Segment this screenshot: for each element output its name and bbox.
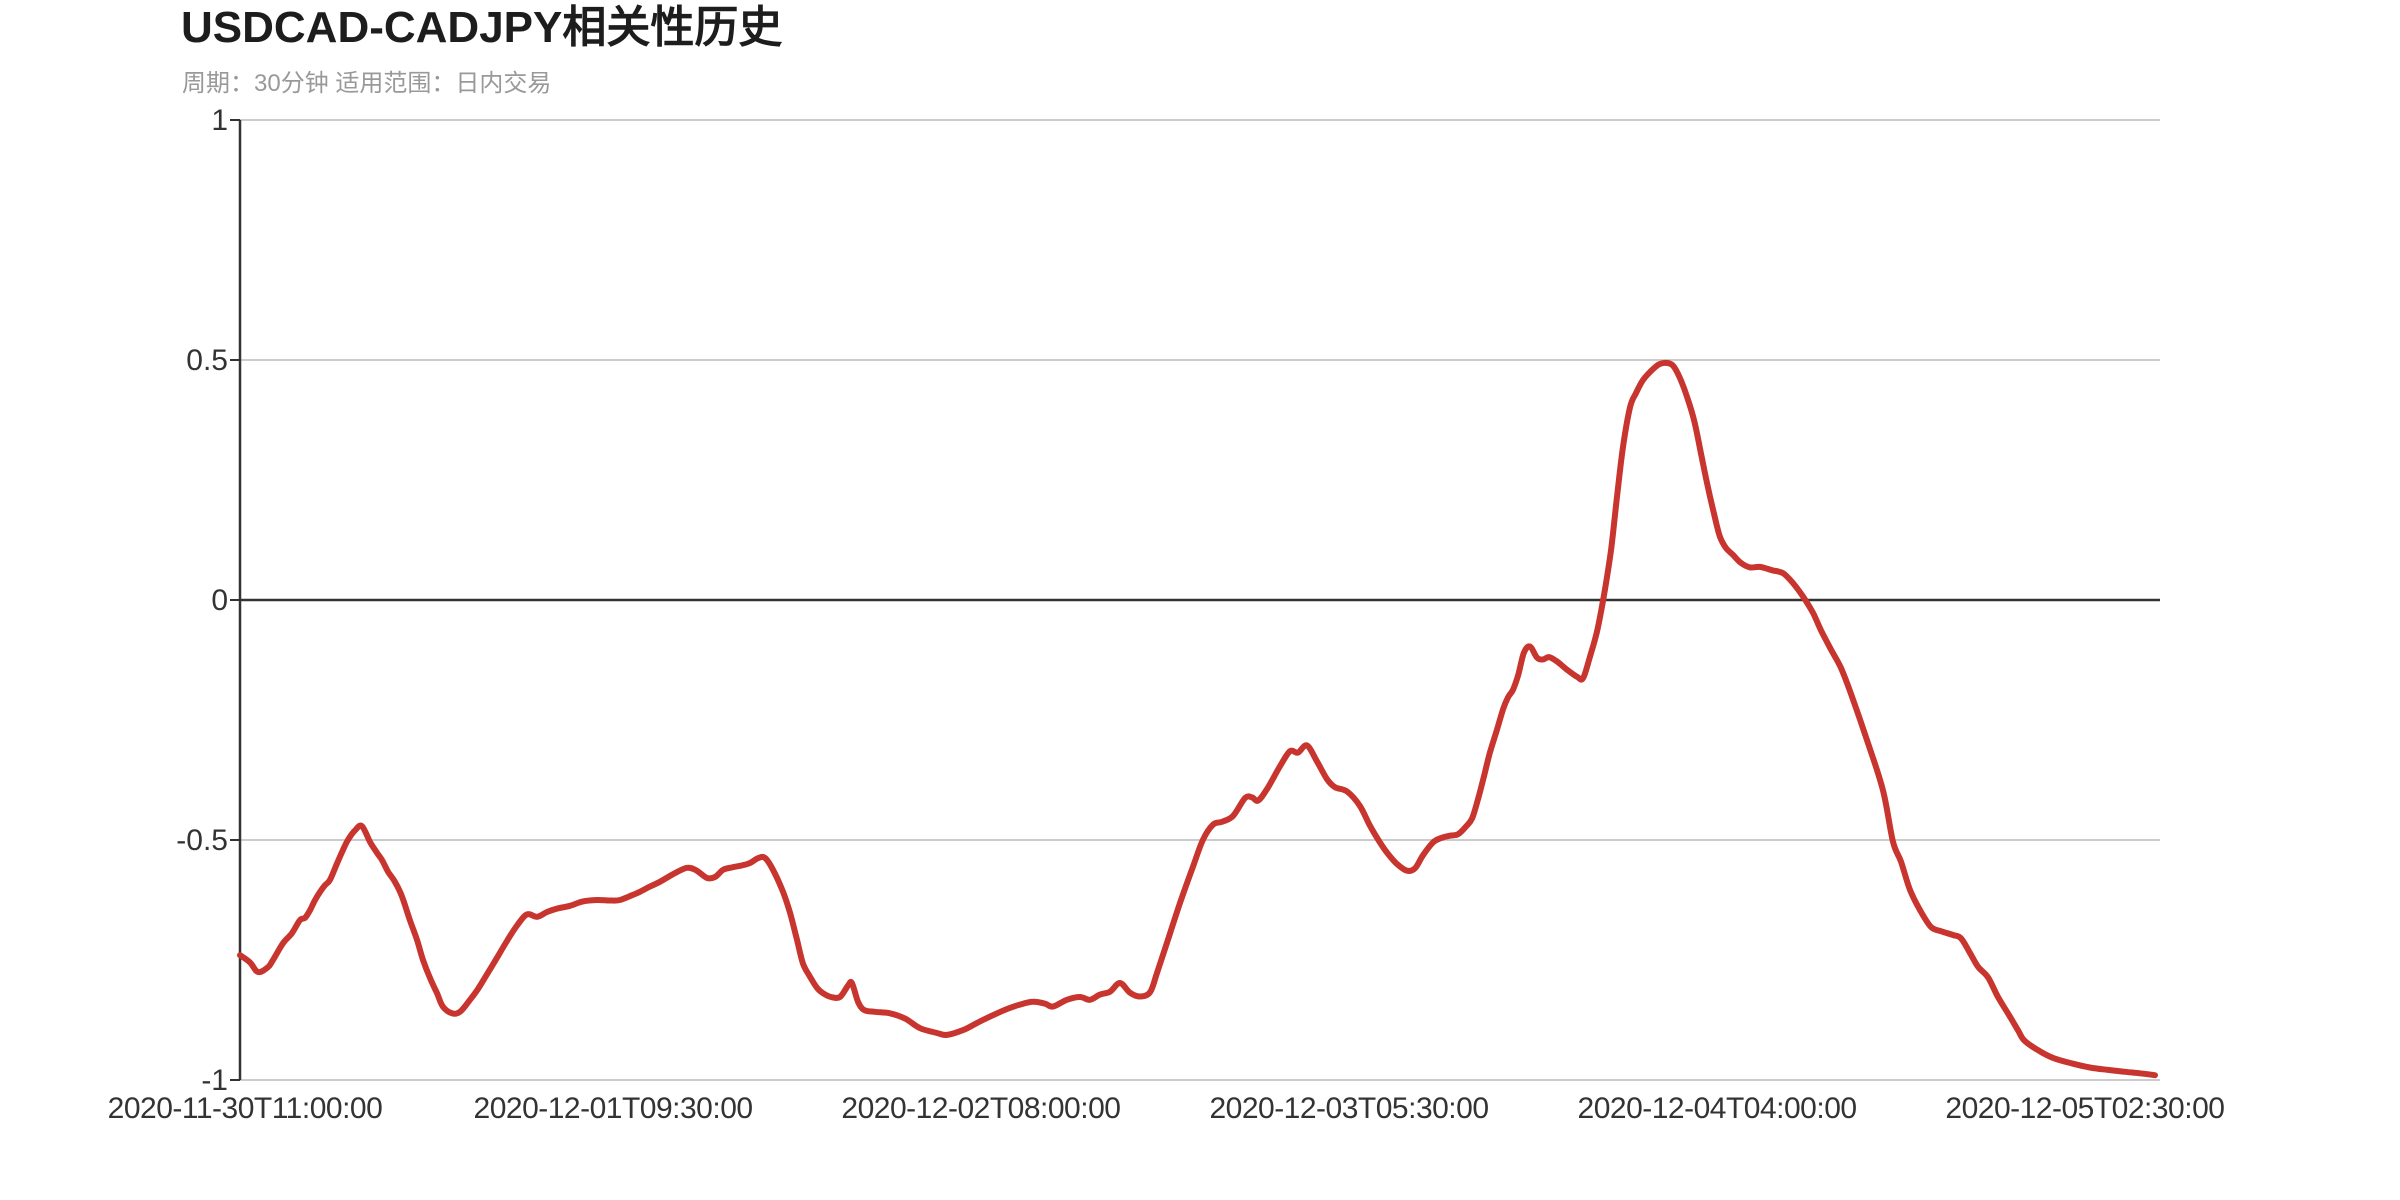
x-axis-label: 2020-11-30T11:00:00 <box>108 1092 383 1125</box>
chart-title: USDCAD-CADJPY相关性历史 <box>181 3 783 52</box>
x-axis-labels: 2020-11-30T11:00:00 2020-12-01T09:30:00 20… <box>108 1092 2225 1125</box>
gridlines <box>240 119 2160 1081</box>
x-axis-label: 2020-12-02T08:00:00 <box>841 1092 1120 1125</box>
y-axis-label: 1 <box>211 104 228 137</box>
y-axis-label: 0 <box>211 584 228 617</box>
x-axis-label: 2020-12-04T04:00:00 <box>1578 1092 1857 1125</box>
x-axis-label: 2020-12-05T02:30:00 <box>1945 1092 2224 1125</box>
y-axis <box>230 119 242 1081</box>
chart-subtitle: 周期：30分钟 适用范围：日内交易 <box>182 70 552 97</box>
y-axis-label: -1 <box>201 1064 228 1097</box>
y-axis-labels: 1 0.5 0 -0.5 -1 <box>176 104 228 1097</box>
y-axis-label: -0.5 <box>176 824 228 857</box>
series-line <box>237 359 2158 1079</box>
x-axis-label: 2020-12-03T05:30:00 <box>1209 1092 1488 1125</box>
x-axis-label: 2020-12-01T09:30:00 <box>474 1092 753 1125</box>
series-group <box>237 359 2158 1079</box>
y-axis-label: 0.5 <box>186 344 228 377</box>
